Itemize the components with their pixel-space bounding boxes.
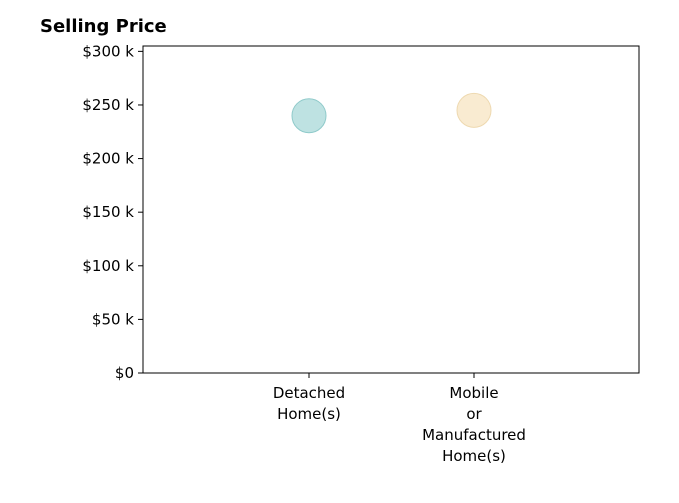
x-tick-label-line: Detached [273,384,345,402]
x-tick-label: Mobile or Manufactured Home(s) [422,384,526,465]
y-tick-label: $200 k [82,150,134,168]
y-tick-label: $300 k [82,42,134,60]
x-tick-label-line: Mobile [449,384,498,402]
x-tick-label-line: Home(s) [442,447,506,465]
y-tick-label: $50 k [92,310,134,328]
data-points [291,92,492,134]
y-tick-label: $250 k [82,96,134,114]
x-tick-label-line: Home(s) [277,405,341,423]
x-tick-label: Detached Home(s) [273,384,345,423]
plot-area-frame [142,45,640,374]
y-tick-label: $100 k [82,257,134,275]
y-axis: $0 $50 k $100 k $150 k $200 k $250 k $300 k [82,42,143,382]
data-point [456,92,492,128]
y-tick-label: $150 k [82,203,134,221]
x-tick-label-line: Manufactured [422,426,526,444]
x-axis: Detached Home(s) Mobile or Manufactured Home(… [273,373,526,465]
y-tick-label: $0 [115,364,134,382]
chart-title: Selling Price [40,16,167,37]
data-point [291,98,327,134]
x-tick-label-line: or [466,405,482,423]
